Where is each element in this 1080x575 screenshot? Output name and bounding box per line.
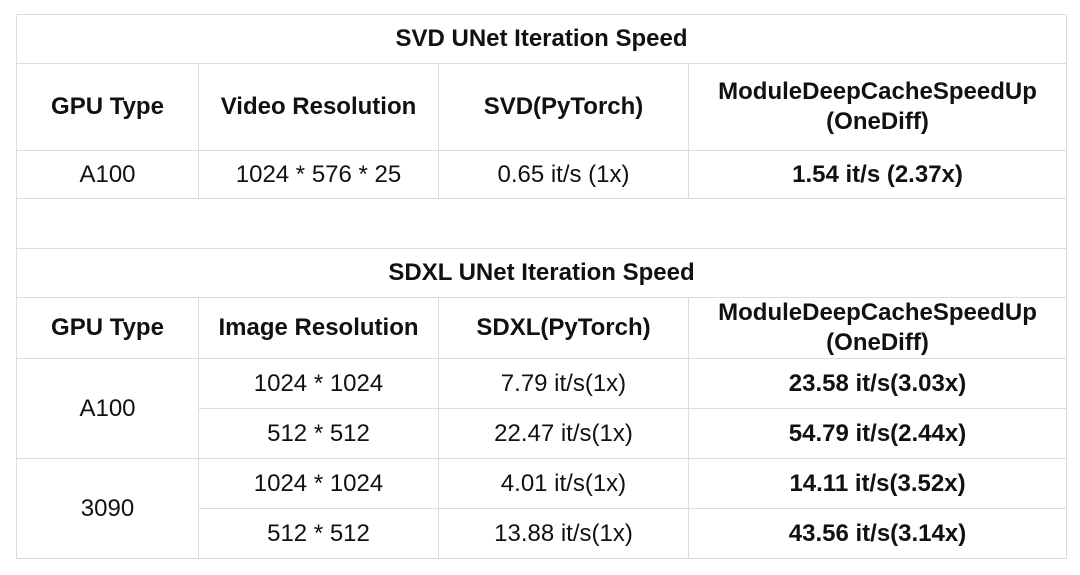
svd-header-gpu: GPU Type	[16, 63, 199, 151]
sdxl-resolution-cell: 1024 * 1024	[198, 358, 439, 409]
svd-onediff-cell: 1.54 it/s (2.37x)	[688, 150, 1067, 199]
sdxl-onediff-cell: 14.11 it/s(3.52x)	[688, 458, 1067, 509]
sdxl-resolution-cell: 512 * 512	[198, 508, 439, 559]
sdxl-header-onediff-line2: (OneDiff)	[826, 329, 929, 356]
sdxl-pytorch-cell: 13.88 it/s(1x)	[438, 508, 689, 559]
sdxl-header-pytorch: SDXL(PyTorch)	[438, 297, 689, 359]
table-row: 3090 1024 * 1024 4.01 it/s(1x) 14.11 it/…	[16, 458, 1067, 559]
sdxl-gpu-cell: 3090	[16, 458, 199, 559]
sdxl-header-gpu: GPU Type	[16, 297, 199, 359]
sdxl-header-onediff-line1: ModuleDeepCacheSpeedUp	[718, 299, 1037, 326]
sdxl-gpu-cell: A100	[16, 358, 199, 459]
svd-header-onediff: ModuleDeepCacheSpeedUp (OneDiff)	[688, 63, 1067, 151]
sdxl-pytorch-cell: 7.79 it/s(1x)	[438, 358, 689, 409]
sdxl-title-row: SDXL UNet Iteration Speed	[16, 248, 1067, 298]
svd-header-resolution: Video Resolution	[198, 63, 439, 151]
table-row: 512 * 512 22.47 it/s(1x) 54.79 it/s(2.44…	[17, 408, 1067, 459]
svd-header-onediff-line2: (OneDiff)	[826, 108, 929, 135]
sdxl-resolution-cell: 512 * 512	[198, 408, 439, 459]
sdxl-pytorch-cell: 22.47 it/s(1x)	[438, 408, 689, 459]
spacer-cell	[16, 198, 1067, 249]
svd-gpu-cell: A100	[16, 150, 199, 199]
benchmark-tables: SVD UNet Iteration Speed GPU Type Video …	[16, 14, 1067, 559]
table-row: A100 1024 * 576 * 25 0.65 it/s (1x) 1.54…	[16, 150, 1067, 199]
table-row: 512 * 512 13.88 it/s(1x) 43.56 it/s(3.14…	[17, 508, 1067, 559]
sdxl-onediff-cell: 54.79 it/s(2.44x)	[688, 408, 1067, 459]
section-spacer	[16, 198, 1067, 249]
svd-header-row: GPU Type Video Resolution SVD(PyTorch) M…	[16, 63, 1067, 151]
sdxl-header-resolution: Image Resolution	[198, 297, 439, 359]
svd-title: SVD UNet Iteration Speed	[16, 14, 1067, 64]
svd-title-row: SVD UNet Iteration Speed	[16, 14, 1067, 64]
sdxl-resolution-cell: 1024 * 1024	[198, 458, 439, 509]
svd-resolution-cell: 1024 * 576 * 25	[198, 150, 439, 199]
sdxl-title: SDXL UNet Iteration Speed	[16, 248, 1067, 298]
sdxl-header-row: GPU Type Image Resolution SDXL(PyTorch) …	[16, 297, 1067, 359]
sdxl-onediff-cell: 43.56 it/s(3.14x)	[688, 508, 1067, 559]
sdxl-onediff-cell: 23.58 it/s(3.03x)	[688, 358, 1067, 409]
svd-header-onediff-line1: ModuleDeepCacheSpeedUp	[718, 78, 1037, 105]
svd-header-pytorch: SVD(PyTorch)	[438, 63, 689, 151]
table-row: A100 1024 * 1024 7.79 it/s(1x) 23.58 it/…	[16, 358, 1067, 459]
sdxl-header-onediff: ModuleDeepCacheSpeedUp (OneDiff)	[688, 297, 1067, 359]
speed-table: SVD UNet Iteration Speed GPU Type Video …	[16, 14, 1067, 559]
svd-pytorch-cell: 0.65 it/s (1x)	[438, 150, 689, 199]
sdxl-pytorch-cell: 4.01 it/s(1x)	[438, 458, 689, 509]
